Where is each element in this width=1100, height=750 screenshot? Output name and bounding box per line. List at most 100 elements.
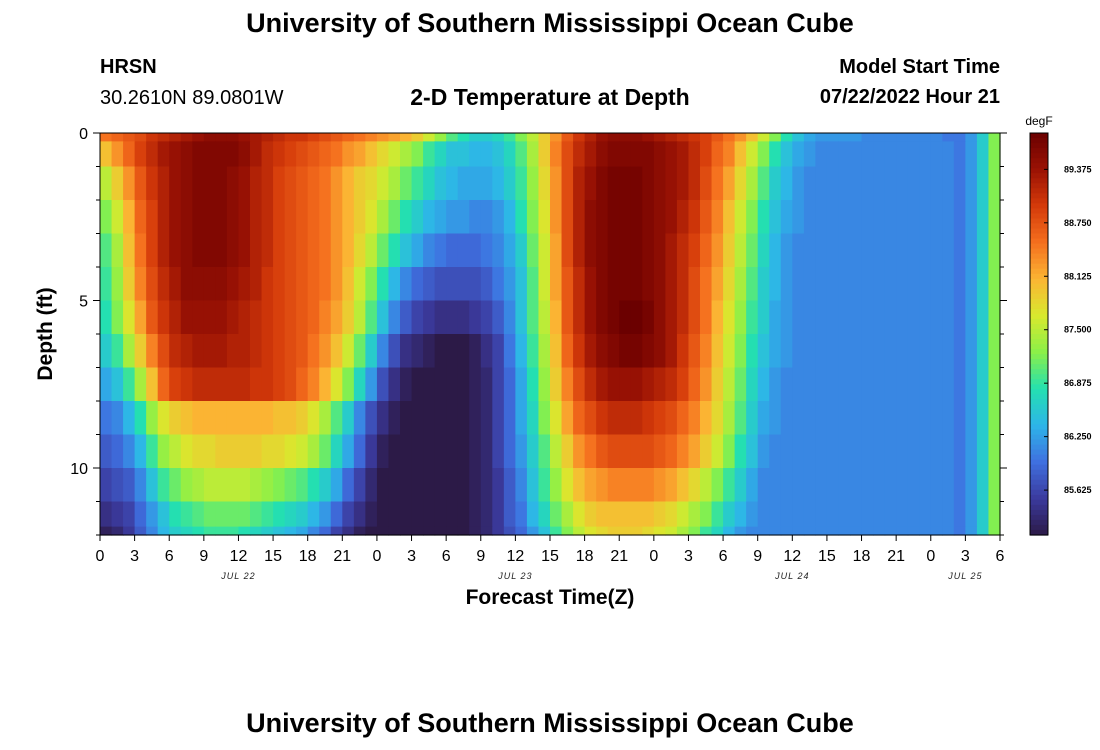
heatmap-cell: [965, 401, 978, 436]
heatmap-cell: [584, 468, 597, 503]
heatmap-cell: [457, 401, 470, 436]
heatmap-cell: [273, 526, 286, 536]
heatmap-cell: [953, 434, 966, 469]
heatmap-cell: [111, 334, 124, 369]
heatmap-cell: [884, 334, 897, 369]
heatmap-cell: [226, 166, 240, 201]
heatmap-cell: [550, 267, 563, 302]
heatmap-cell: [676, 434, 690, 469]
heatmap-cell: [907, 501, 920, 528]
heatmap-cell: [826, 468, 840, 503]
heatmap-cell: [411, 401, 424, 436]
heatmap-cell: [769, 401, 782, 436]
heatmap-cell: [676, 300, 690, 335]
heatmap-cell: [596, 133, 609, 142]
heatmap-cell: [411, 367, 424, 402]
heatmap-cell: [596, 141, 609, 168]
heatmap-cell: [457, 233, 470, 268]
heatmap-cell: [261, 200, 274, 235]
heatmap-cell: [988, 133, 1001, 142]
colorbar-segment: [1030, 168, 1048, 174]
heatmap-cell: [469, 200, 482, 235]
colorbar-segment: [1030, 379, 1048, 385]
heatmap-cell: [861, 141, 874, 168]
heatmap-cell: [942, 434, 955, 469]
heatmap-cell: [988, 200, 1001, 235]
colorbar-segment: [1030, 303, 1048, 310]
heatmap-cell: [850, 401, 863, 436]
heatmap-cell: [492, 434, 505, 469]
heatmap-cell: [123, 434, 136, 469]
heatmap-cell: [446, 501, 459, 528]
heatmap-cell: [192, 200, 205, 235]
heatmap-cell: [757, 300, 770, 335]
heatmap-cell: [111, 133, 124, 142]
heatmap-cell: [411, 434, 424, 469]
heatmap-cell: [457, 300, 470, 335]
heatmap-cell: [803, 401, 816, 436]
heatmap-cell: [953, 267, 966, 302]
heatmap-cell: [526, 200, 540, 235]
heatmap-cell: [573, 434, 586, 469]
heatmap-cell: [653, 141, 666, 168]
colorbar-segment: [1030, 283, 1048, 290]
heatmap-cell: [907, 166, 920, 201]
heatmap-cell: [261, 233, 274, 268]
heatmap-cell: [307, 468, 320, 503]
heatmap-cell: [169, 501, 182, 528]
heatmap-cell: [953, 233, 966, 268]
heatmap-cell: [423, 526, 436, 536]
heatmap-cell: [976, 300, 990, 335]
heatmap-cell: [100, 200, 113, 235]
heatmap-cell: [653, 501, 666, 528]
colorbar-unit: degF: [1025, 114, 1052, 128]
heatmap-cell: [873, 141, 886, 168]
heatmap-cell: [803, 434, 816, 469]
heatmap-cell: [769, 233, 782, 268]
colorbar-segment: [1030, 233, 1048, 240]
heatmap-cell: [250, 367, 263, 402]
heatmap-cell: [365, 526, 378, 536]
heatmap-cell: [561, 526, 574, 536]
heatmap-cell: [296, 501, 309, 528]
page-title: University of Southern Mississippi Ocean…: [246, 8, 854, 38]
heatmap-cell: [469, 434, 482, 469]
heatmap-cell: [503, 501, 516, 528]
heatmap-cell: [515, 300, 528, 335]
heatmap-cell: [815, 166, 828, 201]
heatmap-cell: [273, 468, 286, 503]
heatmap-cell: [273, 501, 286, 528]
heatmap-cell: [653, 401, 666, 436]
heatmap-cell: [642, 233, 655, 268]
heatmap-cell: [700, 166, 713, 201]
heatmap-cell: [273, 233, 286, 268]
heatmap-cell: [573, 166, 586, 201]
heatmap-cell: [526, 267, 540, 302]
heatmap-cell: [630, 401, 643, 436]
heatmap-cell: [688, 233, 701, 268]
heatmap-cell: [988, 367, 1001, 402]
heatmap-cell: [123, 141, 136, 168]
heatmap-cell: [803, 367, 816, 402]
heatmap-cell: [965, 300, 978, 335]
heatmap-cell: [434, 501, 447, 528]
heatmap-cell: [561, 300, 574, 335]
heatmap-cell: [226, 200, 240, 235]
heatmap-cell: [584, 133, 597, 142]
heatmap-cell: [365, 300, 378, 335]
heatmap-cell: [723, 501, 736, 528]
heatmap-cell: [446, 267, 459, 302]
heatmap-cell: [353, 468, 366, 503]
heatmap-cell: [423, 434, 436, 469]
heatmap-cell: [503, 200, 516, 235]
heatmap-cell: [376, 133, 390, 142]
heatmap-cell: [907, 401, 920, 436]
heatmap-cell: [215, 526, 228, 536]
heatmap-cell: [896, 468, 909, 503]
heatmap-cell: [423, 401, 436, 436]
heatmap-cell: [573, 300, 586, 335]
heatmap-cell: [907, 133, 920, 142]
heatmap-cell: [273, 367, 286, 402]
colorbar-segment: [1030, 529, 1048, 536]
heatmap-cell: [192, 141, 205, 168]
